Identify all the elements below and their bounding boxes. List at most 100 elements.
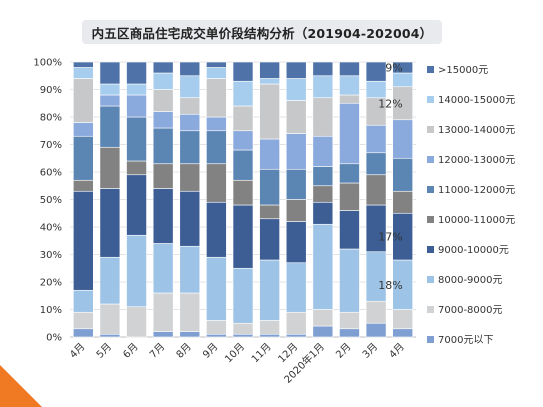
bar-segment <box>73 135 94 181</box>
bar-segment <box>73 190 94 291</box>
legend-label: 9000-10000元 <box>438 245 509 256</box>
legend: >15000元 14000-15000元 13000-14000元 12000-130… <box>427 65 515 346</box>
bar-segment <box>179 292 201 332</box>
bar-segment <box>339 311 360 330</box>
bar-segment <box>312 97 334 137</box>
legend-swatch <box>427 336 434 343</box>
bar-segment <box>259 83 280 140</box>
bar-segment <box>206 130 227 165</box>
legend-label: 10000-11000元 <box>438 215 515 226</box>
chart-title-bar: 内五区商品住宅成交单价段结构分析（201904-202004） <box>82 20 442 44</box>
bar-segment <box>99 105 121 148</box>
bar-segment <box>152 61 174 74</box>
bar-segment <box>259 218 280 261</box>
bar-segment <box>339 163 360 184</box>
bar-segment <box>99 94 121 107</box>
bar-segment <box>179 331 201 338</box>
bar-segment <box>232 149 254 181</box>
bar-segment <box>339 210 360 250</box>
legend-label: 7000元以下 <box>438 335 493 346</box>
bar-segment <box>73 67 94 79</box>
y-tick-label: 60% <box>40 168 62 179</box>
bar-segment <box>73 289 94 313</box>
bar-segment <box>232 179 254 206</box>
bar-segment <box>365 251 387 302</box>
bar-segment <box>232 80 254 107</box>
bar-segment <box>365 174 387 206</box>
y-tick-label: 70% <box>40 140 62 151</box>
bar-segment <box>392 190 413 214</box>
bar-segment <box>312 201 334 225</box>
legend-label: 7000-8000元 <box>438 305 503 316</box>
legend-swatch <box>427 186 434 193</box>
y-tick-label: 30% <box>40 250 62 261</box>
legend-label: 12000-13000元 <box>438 155 515 166</box>
corner-decoration <box>0 365 42 407</box>
bar-segment <box>126 94 147 118</box>
bar-segment <box>73 179 94 192</box>
bar-segment <box>339 75 360 96</box>
bar-segment <box>206 163 227 203</box>
bar-segment <box>259 259 280 321</box>
bar-segment <box>259 138 280 170</box>
bar-segment <box>206 61 227 68</box>
bar-segment <box>73 61 94 68</box>
x-tick-label: 10月 <box>223 341 248 366</box>
bar-segment <box>259 168 280 206</box>
bar-segment <box>206 201 227 258</box>
bar-segment <box>99 83 121 96</box>
annotation-label: 9% <box>385 62 402 75</box>
bar-segment <box>206 67 227 79</box>
bar-segment <box>392 72 413 88</box>
bar-segment <box>126 306 147 338</box>
bar-segment <box>232 61 254 82</box>
bar-segment <box>126 234 147 308</box>
bar-segment <box>232 267 254 324</box>
annotations: 9% 12% 17% 18% <box>378 62 402 292</box>
bar-segment <box>259 78 280 85</box>
bar-segment <box>126 174 147 236</box>
bar-segment <box>285 78 307 101</box>
bar-segment <box>312 75 334 99</box>
bar-segment <box>392 309 413 330</box>
legend-swatch <box>427 96 434 103</box>
y-tick-label: 90% <box>40 85 62 96</box>
bar-segment <box>285 61 307 79</box>
bar-segment <box>99 256 121 305</box>
bar-segment <box>339 328 360 338</box>
bar-segment <box>126 116 147 162</box>
bar-segment <box>73 328 94 338</box>
bar-segment <box>339 182 360 211</box>
bar-segment <box>285 168 307 200</box>
x-tick-label: 12月 <box>276 341 301 366</box>
x-tick-label: 7月 <box>147 341 167 361</box>
bar-segment <box>365 61 387 82</box>
bar-segment <box>285 100 307 134</box>
bar-segment <box>152 89 174 112</box>
bar-segment <box>312 309 334 327</box>
bar-segment <box>73 311 94 330</box>
bar-segment <box>232 130 254 151</box>
legend-swatch <box>427 246 434 253</box>
legend-swatch <box>427 276 434 283</box>
bar-segment <box>285 311 307 335</box>
bar-segment <box>152 111 174 129</box>
y-tick-label: 0% <box>46 333 62 344</box>
bar-segment <box>152 72 174 90</box>
bar-segment <box>126 61 147 85</box>
bar-segment <box>99 303 121 335</box>
bar-segment <box>259 320 280 335</box>
bar-segment <box>259 333 280 338</box>
bar-segment <box>179 113 201 132</box>
bar-segment <box>259 61 280 79</box>
y-axis: 0% 10% 20% 30% 40% 50% 60% 70% 80% 90% 100% <box>33 58 62 344</box>
bar-segment <box>232 333 254 338</box>
bar-segment <box>232 322 254 335</box>
legend-swatch <box>427 216 434 223</box>
x-tick-label: 11月 <box>249 341 274 366</box>
bar-segment <box>152 163 174 189</box>
bar-segment <box>285 221 307 264</box>
bar-segment <box>365 322 387 338</box>
bar-segment <box>365 124 387 154</box>
annotation-label: 18% <box>378 279 402 292</box>
